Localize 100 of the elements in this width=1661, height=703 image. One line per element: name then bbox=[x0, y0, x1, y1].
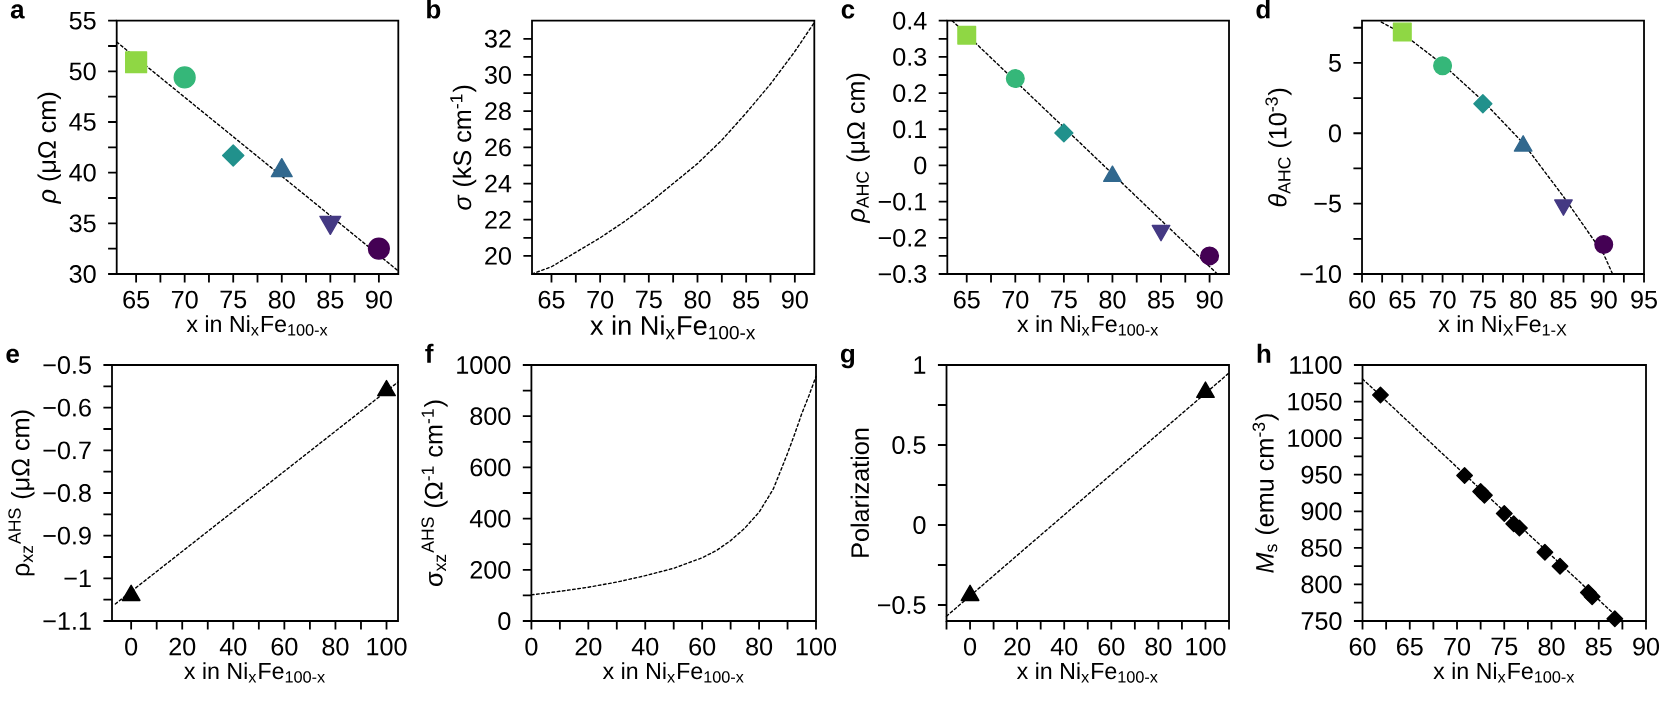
y-axis-title: Polarization bbox=[850, 428, 870, 557]
y-tick-label: 30 bbox=[69, 265, 96, 283]
x-tick-label: 70 bbox=[587, 290, 614, 309]
y-tick-label: 0 bbox=[914, 156, 927, 175]
y-tick-label: 0.5 bbox=[892, 436, 926, 454]
y-tick-label: 40 bbox=[69, 163, 96, 182]
y-tick-label: 0.4 bbox=[893, 11, 927, 30]
x-axis-title: x in Ni$_{x}$Fe$_{100-x}$ bbox=[1017, 315, 1159, 336]
point bbox=[1495, 505, 1513, 522]
x-tick-label: 65 bbox=[538, 290, 565, 309]
x-tick-label: 75 bbox=[636, 290, 662, 309]
x-tick-label: 60 bbox=[689, 637, 716, 656]
y-tick-label: 1000 bbox=[1288, 429, 1342, 448]
y-axis-title: ρ$_{AHC}$ (μΩ cm) bbox=[846, 73, 870, 224]
x-tick-label: 40 bbox=[1050, 637, 1078, 656]
x-tick-label: 85 bbox=[1550, 290, 1577, 309]
x-tick-label: 90 bbox=[782, 290, 808, 309]
y-axis-title: θ$_{AHC}$ (10$^{-3}$) bbox=[1265, 88, 1292, 207]
x-tick-label: 80 bbox=[1145, 637, 1172, 656]
x-tick-label: 0 bbox=[525, 637, 538, 656]
point bbox=[221, 144, 245, 167]
y-tick-label: −0.2 bbox=[878, 228, 927, 247]
y-tick-label: 0.1 bbox=[893, 120, 927, 139]
y-axis-title: ρ$_{xz}$$^{AHS}$ (μΩ cm) bbox=[8, 410, 35, 576]
y-tick-label: 1 bbox=[914, 356, 926, 374]
y-tick-label: 1050 bbox=[1288, 392, 1342, 411]
x-tick-label: 65 bbox=[1397, 637, 1423, 656]
x-tick-label: 60 bbox=[1349, 290, 1376, 309]
y-tick-label: −0.5 bbox=[877, 596, 926, 614]
y-tick-label: 26 bbox=[485, 138, 511, 157]
x-tick-label: 75 bbox=[1491, 637, 1518, 656]
y-tick-label: −1.1 bbox=[43, 612, 91, 630]
point bbox=[1372, 386, 1389, 404]
x-tick-label: 75 bbox=[1051, 290, 1077, 309]
chart-title: g bbox=[840, 348, 855, 369]
y-tick-label: −0.9 bbox=[43, 526, 91, 545]
x-tick-label: 80 bbox=[746, 637, 773, 656]
x-axis-title: x in Ni$_{x}$Fe$_{100-x}$ bbox=[1433, 662, 1575, 683]
y-tick-label: 0.3 bbox=[893, 47, 927, 66]
point bbox=[173, 66, 196, 89]
point bbox=[1551, 557, 1569, 575]
y-tick-label: 55 bbox=[69, 11, 96, 30]
y-tick-label: 600 bbox=[470, 458, 511, 477]
x-tick-label: 40 bbox=[631, 637, 659, 656]
y-tick-label: 20 bbox=[485, 246, 511, 265]
y-tick-label: 45 bbox=[69, 113, 96, 131]
chart-title: b bbox=[427, 0, 441, 19]
y-tick-label: 400 bbox=[469, 509, 511, 528]
y-tick-label: −0.6 bbox=[43, 398, 91, 417]
y-tick-label: 800 bbox=[1301, 575, 1342, 594]
y-tick-label: −0.3 bbox=[878, 265, 927, 283]
point bbox=[1583, 588, 1601, 606]
y-tick-label: 5 bbox=[1328, 54, 1341, 72]
y-axis-title: M$_{s}$ (emu cm$^{-3}$) bbox=[1252, 414, 1279, 573]
y-tick-label: 22 bbox=[485, 210, 511, 229]
x-tick-label: 80 bbox=[684, 290, 711, 309]
x-tick-label: 65 bbox=[123, 290, 150, 309]
x-tick-label: 20 bbox=[575, 637, 602, 656]
y-tick-label: 1000 bbox=[457, 356, 511, 374]
x-tick-label: 20 bbox=[1004, 637, 1031, 656]
x-tick-label: 65 bbox=[954, 290, 980, 309]
y-tick-label: 32 bbox=[484, 29, 511, 48]
x-tick-label: 85 bbox=[733, 290, 760, 309]
y-tick-label: 200 bbox=[470, 560, 511, 579]
chart-title: f bbox=[425, 343, 434, 363]
x-tick-label: 80 bbox=[1099, 290, 1126, 309]
x-axis-title: x in Ni$_{x}$Fe$_{100-x}$ bbox=[602, 662, 744, 683]
y-tick-label: −0.8 bbox=[43, 484, 91, 502]
x-tick-label: 100 bbox=[796, 637, 837, 656]
y-tick-label: 850 bbox=[1301, 538, 1342, 557]
x-axis-title: x in Ni$_{x}$Fe$_{100-x}$ bbox=[186, 315, 328, 336]
x-tick-label: 60 bbox=[1098, 637, 1125, 656]
x-tick-label: 0 bbox=[125, 637, 138, 656]
point bbox=[1392, 22, 1412, 42]
x-tick-label: 70 bbox=[171, 290, 198, 309]
y-axis-title: σ (kS cm$^{-1}$) bbox=[450, 85, 477, 210]
chart-title: d bbox=[1256, 0, 1270, 19]
y-tick-label: 950 bbox=[1301, 465, 1342, 484]
x-tick-label: 80 bbox=[1538, 637, 1565, 656]
point bbox=[1456, 467, 1474, 484]
point bbox=[1433, 56, 1453, 76]
point bbox=[1054, 123, 1074, 143]
x-tick-label: 65 bbox=[1389, 290, 1416, 309]
x-tick-label: 85 bbox=[317, 290, 344, 309]
x-tick-label: 80 bbox=[1510, 290, 1537, 309]
x-tick-label: 0 bbox=[964, 637, 977, 656]
x-tick-label: 90 bbox=[1590, 290, 1617, 309]
y-tick-label: 750 bbox=[1301, 612, 1342, 630]
x-axis-title: x in Ni$_{x}$Fe$_{100-x}$ bbox=[1016, 662, 1158, 683]
chart-title: h bbox=[1257, 343, 1271, 363]
x-tick-label: 100 bbox=[367, 637, 407, 656]
y-tick-label: 800 bbox=[470, 407, 511, 426]
y-tick-label: −0.1 bbox=[878, 192, 927, 211]
x-tick-label: 60 bbox=[271, 637, 298, 656]
x-axis-title: x in Ni$_{x}$Fe$_{100-x}$ bbox=[184, 662, 325, 683]
y-tick-label: 0 bbox=[1328, 124, 1341, 143]
y-tick-label: 50 bbox=[69, 62, 96, 81]
y-tick-label: −5 bbox=[1314, 194, 1341, 213]
x-axis-title: x in Ni$_{X}$Fe$_{1-X}$ bbox=[1438, 315, 1567, 336]
y-tick-label: 30 bbox=[484, 66, 511, 84]
